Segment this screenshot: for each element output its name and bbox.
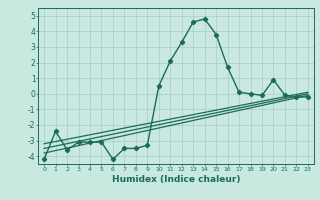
- X-axis label: Humidex (Indice chaleur): Humidex (Indice chaleur): [112, 175, 240, 184]
